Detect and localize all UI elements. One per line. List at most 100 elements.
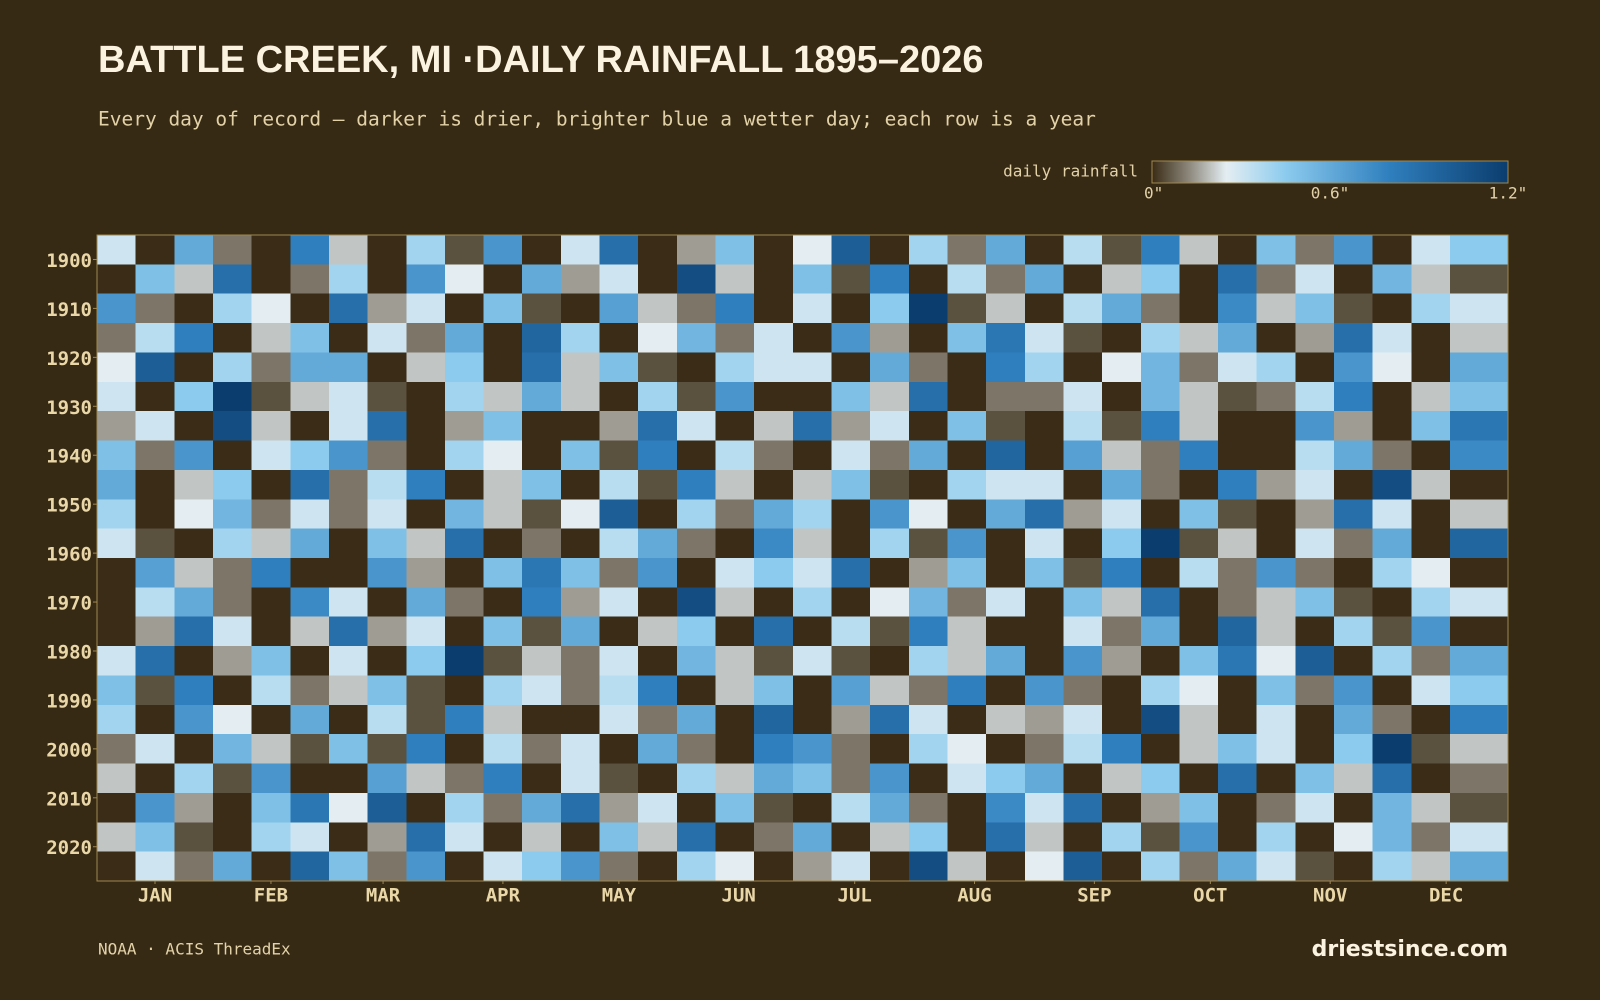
heatmap-cell: [1218, 469, 1257, 500]
heatmap-cell: [1450, 499, 1508, 529]
heatmap-cell: [1295, 704, 1335, 735]
heatmap-cell: [1450, 675, 1508, 705]
heatmap-cell: [870, 528, 909, 558]
heatmap-cell: [1411, 675, 1451, 705]
heatmap-cell: [1372, 734, 1412, 764]
heatmap-cell: [1372, 469, 1412, 500]
heatmap-cell: [212, 587, 252, 617]
heatmap-cell: [754, 646, 793, 676]
heatmap-cell: [483, 704, 523, 735]
heatmap-cell: [560, 469, 600, 500]
heatmap-cell: [870, 499, 909, 529]
colorbar-tick-label: 0": [1144, 184, 1163, 203]
heatmap-cell: [1140, 616, 1180, 647]
heatmap-cell: [1024, 734, 1064, 764]
heatmap-cell: [599, 704, 639, 735]
heatmap-cell: [1256, 646, 1296, 676]
heatmap-cell: [947, 587, 987, 617]
heatmap-cell: [135, 616, 175, 647]
heatmap-cell: [1179, 528, 1219, 558]
heatmap-cell: [676, 469, 716, 500]
heatmap-cell: [1218, 734, 1257, 764]
heatmap-cell: [444, 675, 484, 705]
y-tick-label: 1960: [46, 544, 92, 566]
heatmap-cell: [522, 675, 561, 705]
heatmap-cell: [212, 469, 252, 500]
heatmap-cell: [1063, 381, 1103, 412]
heatmap-cell: [406, 499, 445, 529]
heatmap-cell: [986, 851, 1025, 881]
heatmap-cell: [754, 704, 793, 735]
heatmap-cell: [1102, 616, 1141, 647]
heatmap-cell: [986, 734, 1025, 764]
heatmap-cell: [1256, 558, 1296, 588]
heatmap-cell: [444, 792, 484, 823]
heatmap-cell: [1334, 587, 1373, 617]
heatmap-cell: [212, 440, 252, 470]
heatmap-cell: [1179, 323, 1219, 353]
heatmap-cell: [174, 440, 213, 470]
heatmap-cell: [676, 323, 716, 353]
heatmap-cell: [212, 558, 252, 588]
heatmap-cell: [1256, 352, 1296, 382]
heatmap-cell: [251, 704, 291, 735]
heatmap-cell: [135, 323, 175, 353]
heatmap-cell: [406, 293, 445, 324]
heatmap-cell: [97, 499, 136, 529]
heatmap-cell: [444, 763, 484, 793]
heatmap-cell: [599, 528, 639, 558]
heatmap-cell: [1024, 851, 1064, 881]
heatmap-cell: [638, 792, 677, 823]
heatmap-cell: [1179, 822, 1219, 852]
heatmap-cell: [638, 264, 677, 294]
heatmap-cell: [1063, 646, 1103, 676]
heatmap-cell: [715, 352, 755, 382]
heatmap-cell: [135, 822, 175, 852]
heatmap-cell: [1218, 235, 1257, 265]
heatmap-cell: [1218, 411, 1257, 441]
heatmap-cell: [1334, 558, 1373, 588]
heatmap-cell: [1063, 616, 1103, 647]
heatmap-cell: [715, 587, 755, 617]
heatmap-cell: [174, 763, 213, 793]
heatmap-cell: [328, 411, 368, 441]
heatmap-cell: [1063, 851, 1103, 881]
heatmap-cell: [947, 323, 987, 353]
heatmap-cell: [1102, 235, 1141, 265]
heatmap-cell: [599, 646, 639, 676]
heatmap-cell: [715, 264, 755, 294]
heatmap-cell: [328, 264, 368, 294]
heatmap-cell: [1179, 469, 1219, 500]
heatmap-cell: [135, 558, 175, 588]
heatmap-cell: [715, 469, 755, 500]
heatmap-cell: [367, 381, 407, 412]
heatmap-cell: [792, 235, 832, 265]
y-tick-label: 2020: [46, 837, 92, 859]
chart-subtitle: Every day of record — darker is drier, b…: [98, 108, 1096, 131]
heatmap-cell: [792, 763, 832, 793]
heatmap-cell: [754, 352, 793, 382]
heatmap-cell: [1140, 792, 1180, 823]
heatmap-cell: [97, 822, 136, 852]
heatmap-cell: [444, 323, 484, 353]
heatmap-cell: [1372, 851, 1412, 881]
heatmap-cell: [870, 440, 909, 470]
heatmap-cell: [1102, 499, 1141, 529]
heatmap-cell: [290, 293, 329, 324]
heatmap-cell: [251, 616, 291, 647]
heatmap-cell: [174, 587, 213, 617]
heatmap-cell: [1102, 792, 1141, 823]
heatmap-cell: [1411, 411, 1451, 441]
heatmap-cell: [908, 411, 948, 441]
heatmap-cell: [522, 440, 561, 470]
heatmap-cell: [947, 734, 987, 764]
heatmap-cell: [174, 323, 213, 353]
heatmap-cell: [367, 323, 407, 353]
heatmap-cell: [986, 293, 1025, 324]
heatmap-cell: [1179, 763, 1219, 793]
heatmap-cell: [560, 381, 600, 412]
heatmap-cell: [792, 323, 832, 353]
heatmap-cell: [1218, 704, 1257, 735]
heatmap-cell: [97, 528, 136, 558]
heatmap-cell: [947, 352, 987, 382]
